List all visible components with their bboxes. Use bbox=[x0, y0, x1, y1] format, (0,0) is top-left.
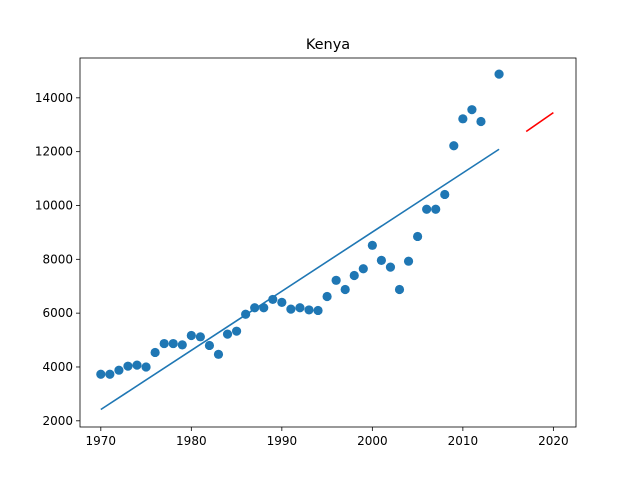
data-point bbox=[331, 275, 341, 285]
data-point bbox=[367, 240, 377, 250]
data-point bbox=[132, 360, 142, 370]
data-point bbox=[304, 305, 314, 315]
y-tick-label: 8000 bbox=[42, 252, 73, 266]
data-point bbox=[141, 362, 151, 372]
data-point bbox=[123, 361, 133, 371]
data-point bbox=[440, 189, 450, 200]
data-point bbox=[168, 338, 178, 349]
y-tick-label: 12000 bbox=[35, 145, 73, 159]
data-point bbox=[376, 255, 387, 265]
data-point bbox=[231, 326, 242, 336]
data-point bbox=[349, 270, 359, 281]
forecast-line bbox=[525, 111, 554, 133]
data-point bbox=[286, 304, 296, 314]
plot-frame bbox=[79, 57, 577, 428]
data-point bbox=[413, 231, 423, 242]
data-point bbox=[114, 365, 124, 375]
data-point bbox=[467, 105, 477, 115]
data-point bbox=[431, 204, 441, 214]
data-point bbox=[159, 338, 169, 349]
data-point bbox=[186, 330, 196, 341]
x-tick-label: 2020 bbox=[538, 434, 569, 448]
data-point bbox=[177, 340, 187, 350]
y-tick-label: 10000 bbox=[35, 198, 73, 212]
data-point bbox=[105, 369, 115, 379]
data-point bbox=[313, 305, 323, 316]
plot-area bbox=[96, 69, 554, 411]
y-tick-label: 6000 bbox=[42, 306, 73, 320]
x-tick-label: 1980 bbox=[176, 434, 207, 448]
data-point bbox=[150, 347, 160, 358]
data-point bbox=[277, 297, 287, 307]
trend-line bbox=[100, 148, 500, 411]
data-point bbox=[322, 291, 332, 302]
data-point bbox=[295, 303, 305, 313]
x-axis: 1970 1980 1990 2000 2010 2020 bbox=[86, 427, 569, 448]
y-tick-label: 14000 bbox=[35, 91, 73, 105]
x-tick-label: 1970 bbox=[86, 434, 117, 448]
data-point bbox=[476, 116, 486, 127]
data-point bbox=[195, 332, 205, 342]
x-tick-label: 2000 bbox=[357, 434, 388, 448]
y-axis: 2000 4000 6000 8000 10000 12000 14000 bbox=[35, 91, 80, 428]
data-point bbox=[494, 69, 504, 79]
x-tick-label: 1990 bbox=[267, 434, 298, 448]
data-point bbox=[268, 294, 278, 305]
data-point bbox=[385, 262, 396, 272]
data-point bbox=[96, 369, 106, 379]
data-point bbox=[204, 340, 215, 351]
chart-title: Kenya bbox=[306, 37, 350, 53]
data-point bbox=[394, 284, 405, 295]
data-point bbox=[449, 141, 459, 151]
data-point bbox=[358, 264, 368, 274]
data-point bbox=[422, 204, 432, 214]
data-point bbox=[458, 114, 468, 124]
data-point bbox=[340, 284, 350, 295]
x-tick-label: 2010 bbox=[448, 434, 479, 448]
data-point bbox=[213, 349, 224, 359]
data-point bbox=[403, 256, 414, 266]
y-tick-label: 2000 bbox=[42, 414, 73, 428]
data-point bbox=[222, 329, 233, 339]
y-tick-label: 4000 bbox=[42, 360, 73, 374]
